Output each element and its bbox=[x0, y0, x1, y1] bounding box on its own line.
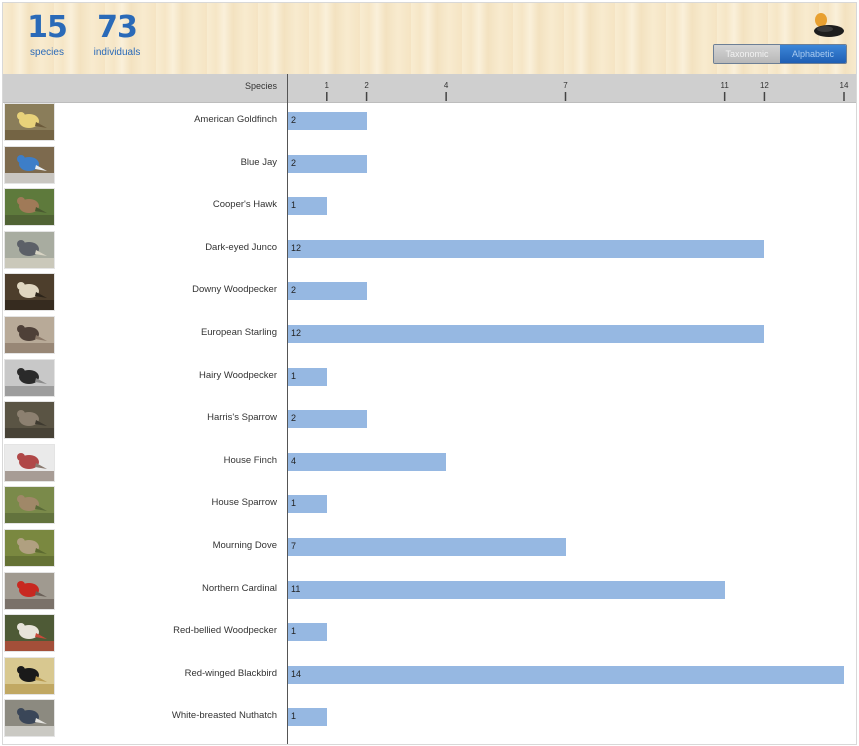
bar-value-label: 4 bbox=[291, 455, 297, 466]
species-label: House Finch bbox=[223, 454, 277, 466]
count-bar[interactable]: 1 bbox=[287, 495, 327, 514]
species-label: Mourning Dove bbox=[212, 540, 277, 551]
species-label: Downy Woodpecker bbox=[192, 284, 277, 296]
species-thumbnail bbox=[4, 486, 55, 525]
bar-value-label: 11 bbox=[291, 583, 301, 594]
x-axis: 1 2 4 7 11 12 14 bbox=[325, 81, 849, 101]
species-label: Red-bellied Woodpecker bbox=[173, 625, 277, 637]
species-label: White-breasted Nuthatch bbox=[171, 710, 277, 722]
species-label: Dark-eyed Junco bbox=[205, 241, 277, 253]
count-bar[interactable]: 11 bbox=[287, 580, 725, 599]
individuals-stat: 73 individuals bbox=[89, 11, 145, 59]
x-tick-label: 7 bbox=[563, 81, 568, 90]
species-label: American Goldfinch bbox=[194, 114, 277, 125]
species-label: Cooper's Hawk bbox=[212, 199, 277, 211]
x-tick-label: 4 bbox=[444, 81, 449, 90]
species-row: White-breasted Nuthatch 1 bbox=[3, 698, 856, 740]
species-label: Blue Jay bbox=[240, 156, 277, 168]
species-row: House Sparrow 1 bbox=[3, 485, 856, 527]
bar-value-label: 12 bbox=[291, 328, 302, 338]
species-column-header: Species bbox=[244, 81, 277, 91]
species-thumbnail bbox=[4, 443, 55, 482]
eggs-nest-icon bbox=[814, 13, 844, 37]
toggle-alphabetic[interactable]: Alphabetic bbox=[780, 45, 846, 63]
bar-value-label: 2 bbox=[291, 157, 297, 168]
species-row: European Starling 12 bbox=[3, 315, 856, 357]
species-row: Northern Cardinal 11 bbox=[3, 571, 856, 613]
x-tick-label: 14 bbox=[840, 81, 849, 90]
x-tick-label: 12 bbox=[760, 81, 769, 90]
species-row: Red-bellied Woodpecker 1 bbox=[3, 613, 856, 655]
species-label: European Starling bbox=[200, 327, 277, 338]
x-tick-label: 11 bbox=[720, 81, 729, 90]
species-thumbnail bbox=[4, 571, 55, 610]
species-label: species bbox=[30, 47, 64, 58]
bar-value-label: 14 bbox=[291, 668, 302, 679]
species-thumbnail bbox=[4, 103, 55, 141]
count-bar[interactable]: 1 bbox=[287, 197, 327, 216]
species-row: Red-winged Blackbird 14 bbox=[3, 656, 856, 698]
axis-bar: Species 1 2 4 7 11 12 14 bbox=[3, 74, 856, 103]
species-row: Dark-eyed Junco 12 bbox=[3, 230, 856, 272]
bar-value-label: 2 bbox=[291, 413, 297, 424]
species-thumbnail bbox=[4, 273, 55, 312]
bar-value-label: 2 bbox=[291, 285, 297, 296]
bar-value-label: 1 bbox=[291, 626, 297, 637]
species-row: Blue Jay 2 bbox=[3, 145, 856, 187]
bar-value-label: 12 bbox=[291, 242, 302, 253]
species-thumbnail bbox=[4, 358, 55, 397]
y-axis-line bbox=[287, 74, 288, 744]
bar-value-label: 1 bbox=[291, 370, 297, 381]
bar-value-label: 1 bbox=[291, 200, 297, 211]
x-tick-label: 2 bbox=[364, 81, 369, 90]
species-row: House Finch 4 bbox=[3, 443, 856, 485]
species-thumbnail bbox=[4, 656, 55, 695]
individuals-label: individuals bbox=[93, 47, 141, 58]
species-thumbnail bbox=[4, 145, 55, 184]
individuals-count: 73 bbox=[97, 10, 138, 45]
species-row: Downy Woodpecker 2 bbox=[3, 272, 856, 314]
species-count: 15 bbox=[27, 10, 68, 45]
species-thumbnail bbox=[4, 188, 55, 227]
count-bar[interactable]: 1 bbox=[287, 708, 327, 727]
x-tick-label: 1 bbox=[325, 81, 330, 90]
count-bar[interactable]: 12 bbox=[287, 239, 765, 258]
species-row: Cooper's Hawk 1 bbox=[3, 187, 856, 229]
species-thumbnail bbox=[4, 614, 55, 653]
species-thumbnail bbox=[4, 316, 55, 354]
species-label: Northern Cardinal bbox=[202, 582, 277, 594]
count-bar[interactable]: 2 bbox=[287, 154, 367, 173]
species-row: Hairy Woodpecker 1 bbox=[3, 358, 856, 400]
count-bar[interactable]: 2 bbox=[287, 112, 367, 130]
count-bar[interactable]: 1 bbox=[287, 367, 327, 386]
species-thumbnail bbox=[4, 699, 55, 738]
bar-value-label: 7 bbox=[291, 541, 297, 551]
species-row: American Goldfinch 2 bbox=[3, 102, 856, 144]
toggle-taxonomic[interactable]: Taxonomic bbox=[714, 45, 780, 63]
bar-value-label: 2 bbox=[291, 115, 297, 125]
sort-toggle[interactable]: Taxonomic Alphabetic bbox=[713, 44, 847, 64]
count-bar[interactable]: 4 bbox=[287, 452, 447, 471]
species-row: Harris's Sparrow 2 bbox=[3, 400, 856, 442]
species-stat: 15 species bbox=[27, 10, 68, 59]
species-label: Harris's Sparrow bbox=[207, 412, 277, 424]
count-bar[interactable]: 7 bbox=[287, 538, 566, 556]
species-label: Red-winged Blackbird bbox=[184, 667, 277, 679]
bar-value-label: 1 bbox=[291, 711, 297, 722]
count-bar[interactable]: 14 bbox=[287, 665, 844, 684]
species-row: Mourning Dove 7 bbox=[3, 528, 856, 570]
summary-header: 15 species 73 individuals Taxonomic Alph… bbox=[3, 3, 856, 75]
species-thumbnail bbox=[4, 529, 55, 567]
count-bar[interactable]: 1 bbox=[287, 623, 327, 642]
count-bar[interactable]: 2 bbox=[287, 410, 367, 429]
species-label: Hairy Woodpecker bbox=[199, 369, 277, 381]
species-thumbnail bbox=[4, 230, 55, 269]
species-thumbnail bbox=[4, 401, 55, 440]
count-bar[interactable]: 12 bbox=[287, 325, 765, 343]
count-bar[interactable]: 2 bbox=[287, 282, 367, 301]
bar-value-label: 1 bbox=[291, 498, 297, 509]
species-label: House Sparrow bbox=[211, 497, 277, 509]
